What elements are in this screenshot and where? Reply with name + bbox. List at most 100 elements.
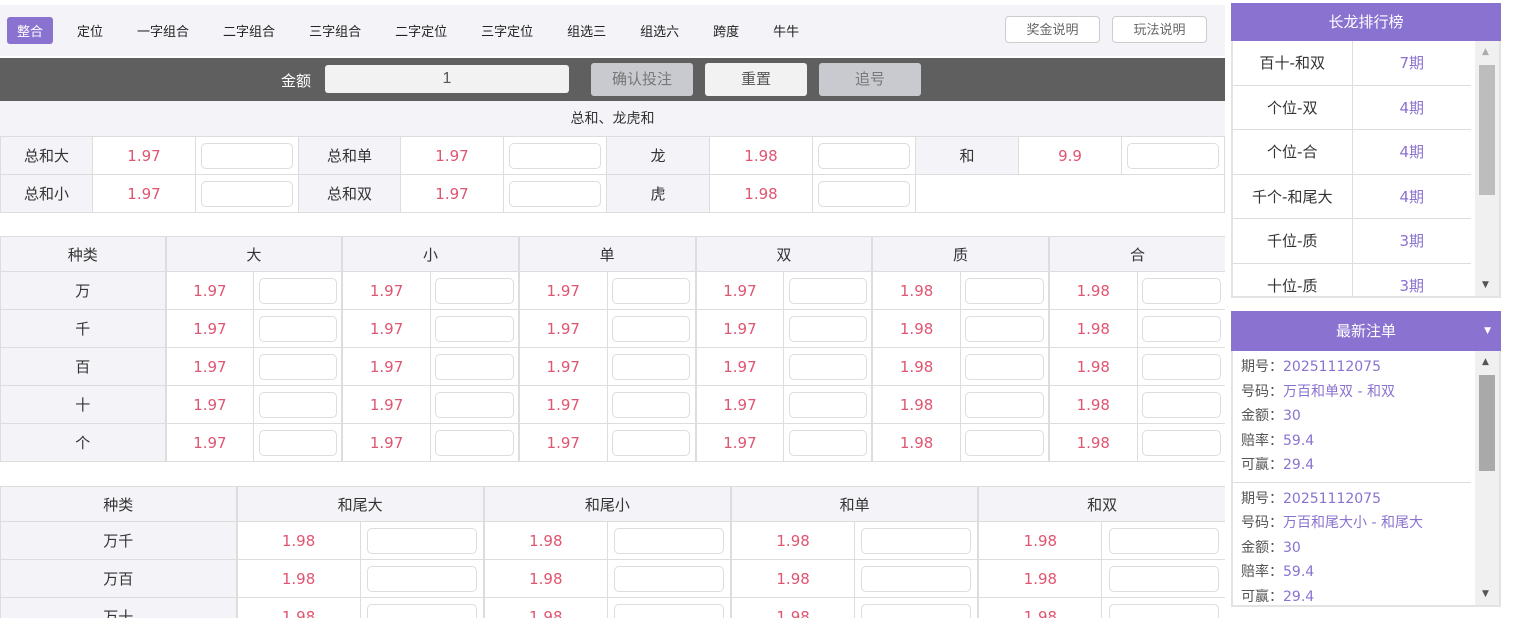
bet-amount-input[interactable] — [614, 527, 724, 554]
ranking-scrollbar[interactable]: ▲ ▼ — [1475, 41, 1499, 296]
bet-amount-input[interactable] — [509, 142, 601, 169]
bet-amount-input[interactable] — [201, 142, 293, 169]
tab-10[interactable]: 牛牛 — [773, 25, 800, 40]
bet-amount-input[interactable] — [435, 315, 514, 342]
scroll-down-icon[interactable]: ▼ — [1482, 280, 1489, 290]
bet-amount-input[interactable] — [1108, 603, 1219, 618]
bet-amount-input[interactable] — [366, 603, 477, 618]
scroll-up-icon[interactable]: ▲ — [1482, 357, 1489, 367]
bet-amount-input[interactable] — [612, 391, 691, 418]
bet-amount-input[interactable] — [818, 142, 910, 169]
bet-record: 期号：20251112075 号码：万百和单双 - 和双 金额：30 赔率：59.4 可… — [1233, 351, 1471, 483]
bet-code-label: 号码： — [1241, 515, 1283, 531]
bet-cell — [960, 271, 1050, 310]
bet-amount-input[interactable] — [965, 429, 1044, 456]
scroll-down-icon[interactable]: ▼ — [1482, 589, 1489, 599]
bet-amount-input[interactable] — [1142, 353, 1221, 380]
row-label: 个 — [0, 423, 166, 462]
tab-8[interactable]: 组选六 — [640, 25, 680, 40]
bet-amount-input[interactable] — [788, 353, 867, 380]
odds: 1.98 — [709, 174, 813, 213]
bet-amount-input[interactable] — [612, 353, 691, 380]
bet-amount-input[interactable] — [258, 429, 337, 456]
confirm-bet-button[interactable]: 确认投注 — [591, 63, 693, 96]
bet-amount-input[interactable] — [614, 565, 724, 592]
bet-amount-input[interactable] — [788, 429, 867, 456]
latest-bets-header[interactable]: 最新注单 ▼ — [1231, 311, 1501, 351]
bet-cell — [253, 347, 343, 386]
bet-amount-input[interactable] — [965, 315, 1044, 342]
tab-9[interactable]: 跨度 — [713, 25, 740, 40]
bet-amount-input[interactable] — [435, 429, 514, 456]
bet-amount-input[interactable] — [612, 429, 691, 456]
bet-amount-input[interactable] — [258, 353, 337, 380]
rules-info-button[interactable]: 玩法说明 — [1112, 16, 1207, 43]
tab-6[interactable]: 三字定位 — [481, 25, 534, 40]
odds: 1.97 — [517, 423, 608, 462]
tab-2[interactable]: 一字组合 — [137, 25, 190, 40]
bet-amount-input[interactable] — [1142, 315, 1221, 342]
bet-amount-input[interactable] — [788, 391, 867, 418]
bet-amount-input[interactable] — [861, 603, 972, 618]
bet-cell — [253, 271, 343, 310]
ranking-streak: 4期 — [1351, 174, 1472, 219]
bet-amount-input[interactable] — [1108, 527, 1219, 554]
odds: 1.97 — [400, 174, 504, 213]
row-label: 千 — [0, 309, 166, 348]
bet-amount-input[interactable] — [435, 277, 514, 304]
bet-amount-label: 金额： — [1241, 539, 1283, 556]
bet-amount-input[interactable] — [258, 277, 337, 304]
bet-amount-input[interactable] — [788, 315, 867, 342]
odds: 1.98 — [871, 271, 962, 310]
caret-down-icon[interactable]: ▼ — [1484, 326, 1491, 336]
tab-1[interactable]: 定位 — [77, 25, 104, 40]
bet-amount-input[interactable] — [435, 391, 514, 418]
bet-amount-input[interactable] — [861, 565, 972, 592]
bet-amount-input[interactable] — [1142, 429, 1221, 456]
bet-amount-input[interactable] — [435, 353, 514, 380]
bet-amount-input[interactable] — [1127, 142, 1219, 169]
bet-amount-input[interactable] — [1142, 391, 1221, 418]
bet-amount-input[interactable] — [965, 353, 1044, 380]
bet-amount-input[interactable] — [965, 391, 1044, 418]
bet-amount-input[interactable] — [258, 391, 337, 418]
bet-amount-input[interactable] — [201, 180, 293, 207]
scroll-thumb[interactable] — [1479, 65, 1495, 195]
bet-amount-input[interactable] — [1142, 277, 1221, 304]
bet-amount-input[interactable] — [509, 180, 601, 207]
bet-cell — [1136, 271, 1225, 310]
table-row: 十 1.97 1.97 1.97 1.97 1.98 1.98 — [0, 385, 1225, 424]
bet-amount-input[interactable] — [258, 315, 337, 342]
bet-amount-input[interactable] — [366, 565, 477, 592]
odds: 1.97 — [341, 347, 432, 386]
odds: 1.97 — [517, 271, 608, 310]
bet-amount-input[interactable] — [818, 180, 910, 207]
tab-4[interactable]: 三字组合 — [309, 25, 362, 40]
tab-0[interactable]: 整合 — [7, 17, 54, 44]
column-header: 和双 — [977, 486, 1225, 522]
tab-7[interactable]: 组选三 — [567, 25, 607, 40]
bet-amount-input[interactable] — [366, 527, 477, 554]
latest-bets-scrollbar[interactable]: ▲ ▼ — [1475, 351, 1499, 605]
bet-amount-input[interactable] — [612, 277, 691, 304]
amount-input[interactable] — [325, 65, 569, 93]
bet-amount-input[interactable] — [1108, 565, 1219, 592]
scroll-up-icon[interactable]: ▲ — [1482, 47, 1489, 57]
odds: 1.98 — [1047, 385, 1138, 424]
bet-odds-value: 59.4 — [1283, 564, 1315, 580]
bet-amount-input[interactable] — [788, 277, 867, 304]
bet-amount-input[interactable] — [614, 603, 724, 618]
tab-5[interactable]: 二字定位 — [395, 25, 448, 40]
reset-button[interactable]: 重置 — [705, 63, 807, 96]
prize-info-button[interactable]: 奖金说明 — [1005, 16, 1100, 43]
scroll-thumb[interactable] — [1479, 375, 1495, 471]
chase-button[interactable]: 追号 — [819, 63, 921, 96]
odds: 1.98 — [235, 597, 361, 618]
bet-amount-input[interactable] — [612, 315, 691, 342]
tab-3[interactable]: 二字组合 — [223, 25, 276, 40]
bet-amount-input[interactable] — [965, 277, 1044, 304]
bet-amount-input[interactable] — [861, 527, 972, 554]
bet-cell — [1136, 385, 1225, 424]
bet-cell — [1101, 559, 1225, 598]
bet-cell — [429, 423, 520, 462]
